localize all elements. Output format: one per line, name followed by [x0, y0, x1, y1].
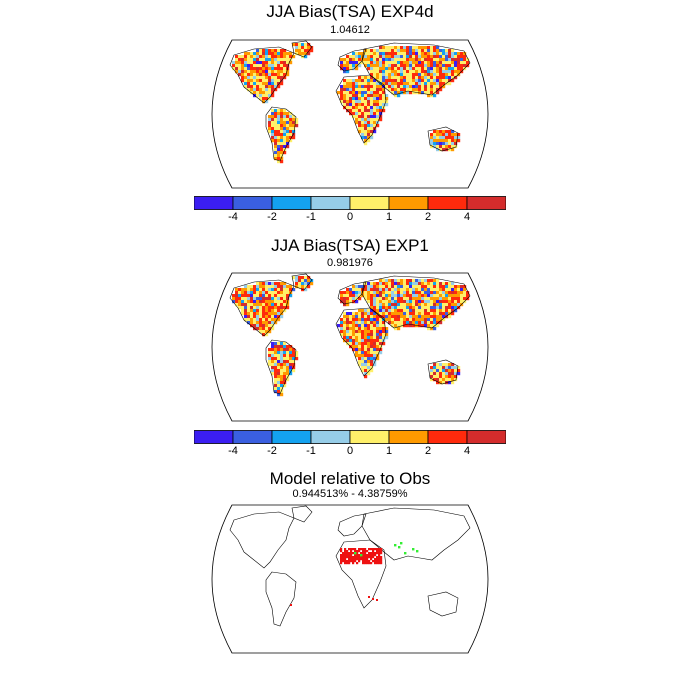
colorbar-tick-label: -1 — [306, 445, 316, 457]
colorbar-box — [193, 196, 234, 210]
panel-2-subtitle: 0.981976 — [327, 257, 373, 269]
panel-1-map — [211, 39, 489, 189]
colorbar-box — [310, 196, 351, 210]
panel-3-model-higher — [290, 548, 383, 606]
colorbar-tick-label: 1 — [385, 445, 393, 457]
colorbar-tick-label: -4 — [228, 211, 238, 223]
colorbar-1-boxes — [193, 196, 507, 210]
panel-1-subtitle: 1.04612 — [330, 24, 370, 36]
colorbar-tick-label: 2 — [424, 445, 432, 457]
colorbar-box — [388, 430, 429, 444]
colorbar-2-boxes — [193, 430, 507, 444]
colorbar-box — [466, 430, 507, 444]
panel-2-map — [211, 272, 489, 422]
colorbar-box — [232, 430, 273, 444]
panel-1-title: JJA Bias(TSA) EXP4d — [266, 2, 434, 21]
panel-3-subtitle: 0.944513% - 4.38759% — [292, 488, 408, 500]
colorbar-box — [271, 196, 312, 210]
colorbar-box — [271, 430, 312, 444]
colorbar-box — [310, 430, 351, 444]
colorbar-tick-label: 4 — [463, 445, 471, 457]
panel-1-map-border — [211, 39, 489, 189]
panel-3-map-border — [211, 504, 489, 654]
colorbar-tick-label: -2 — [267, 445, 277, 457]
colorbar-box — [388, 196, 429, 210]
colorbar-tick-label: 1 — [385, 211, 393, 223]
colorbar-tick-label: -4 — [228, 445, 238, 457]
colorbar-box — [466, 196, 507, 210]
panel-2-map-border — [211, 272, 489, 422]
colorbar-box — [427, 430, 468, 444]
colorbar-tick-label: -2 — [267, 211, 277, 223]
colorbar-box — [427, 196, 468, 210]
colorbar-1: -4 -2 -1 0 1 2 4 — [193, 196, 507, 223]
panel-1-land-bias — [229, 40, 471, 164]
colorbar-tick-label: 2 — [424, 211, 432, 223]
panel-3-model-lower — [354, 542, 419, 557]
colorbar-box — [349, 196, 390, 210]
colorbar-box — [349, 430, 390, 444]
colorbar-box — [193, 430, 234, 444]
colorbar-box — [232, 196, 273, 210]
colorbar-2: -4 -2 -1 0 1 2 4 — [193, 430, 507, 457]
panel-2-land-bias — [229, 273, 471, 397]
colorbar-tick-label: 0 — [346, 211, 354, 223]
colorbar-tick-label: 0 — [346, 445, 354, 457]
colorbar-tick-label: -1 — [306, 211, 316, 223]
colorbar-tick-label: 4 — [463, 211, 471, 223]
panel-2-title: JJA Bias(TSA) EXP1 — [271, 236, 429, 255]
panel-3-title: Model relative to Obs — [269, 469, 431, 488]
panel-3-coastlines — [229, 505, 471, 627]
panel-3-map — [211, 504, 489, 654]
